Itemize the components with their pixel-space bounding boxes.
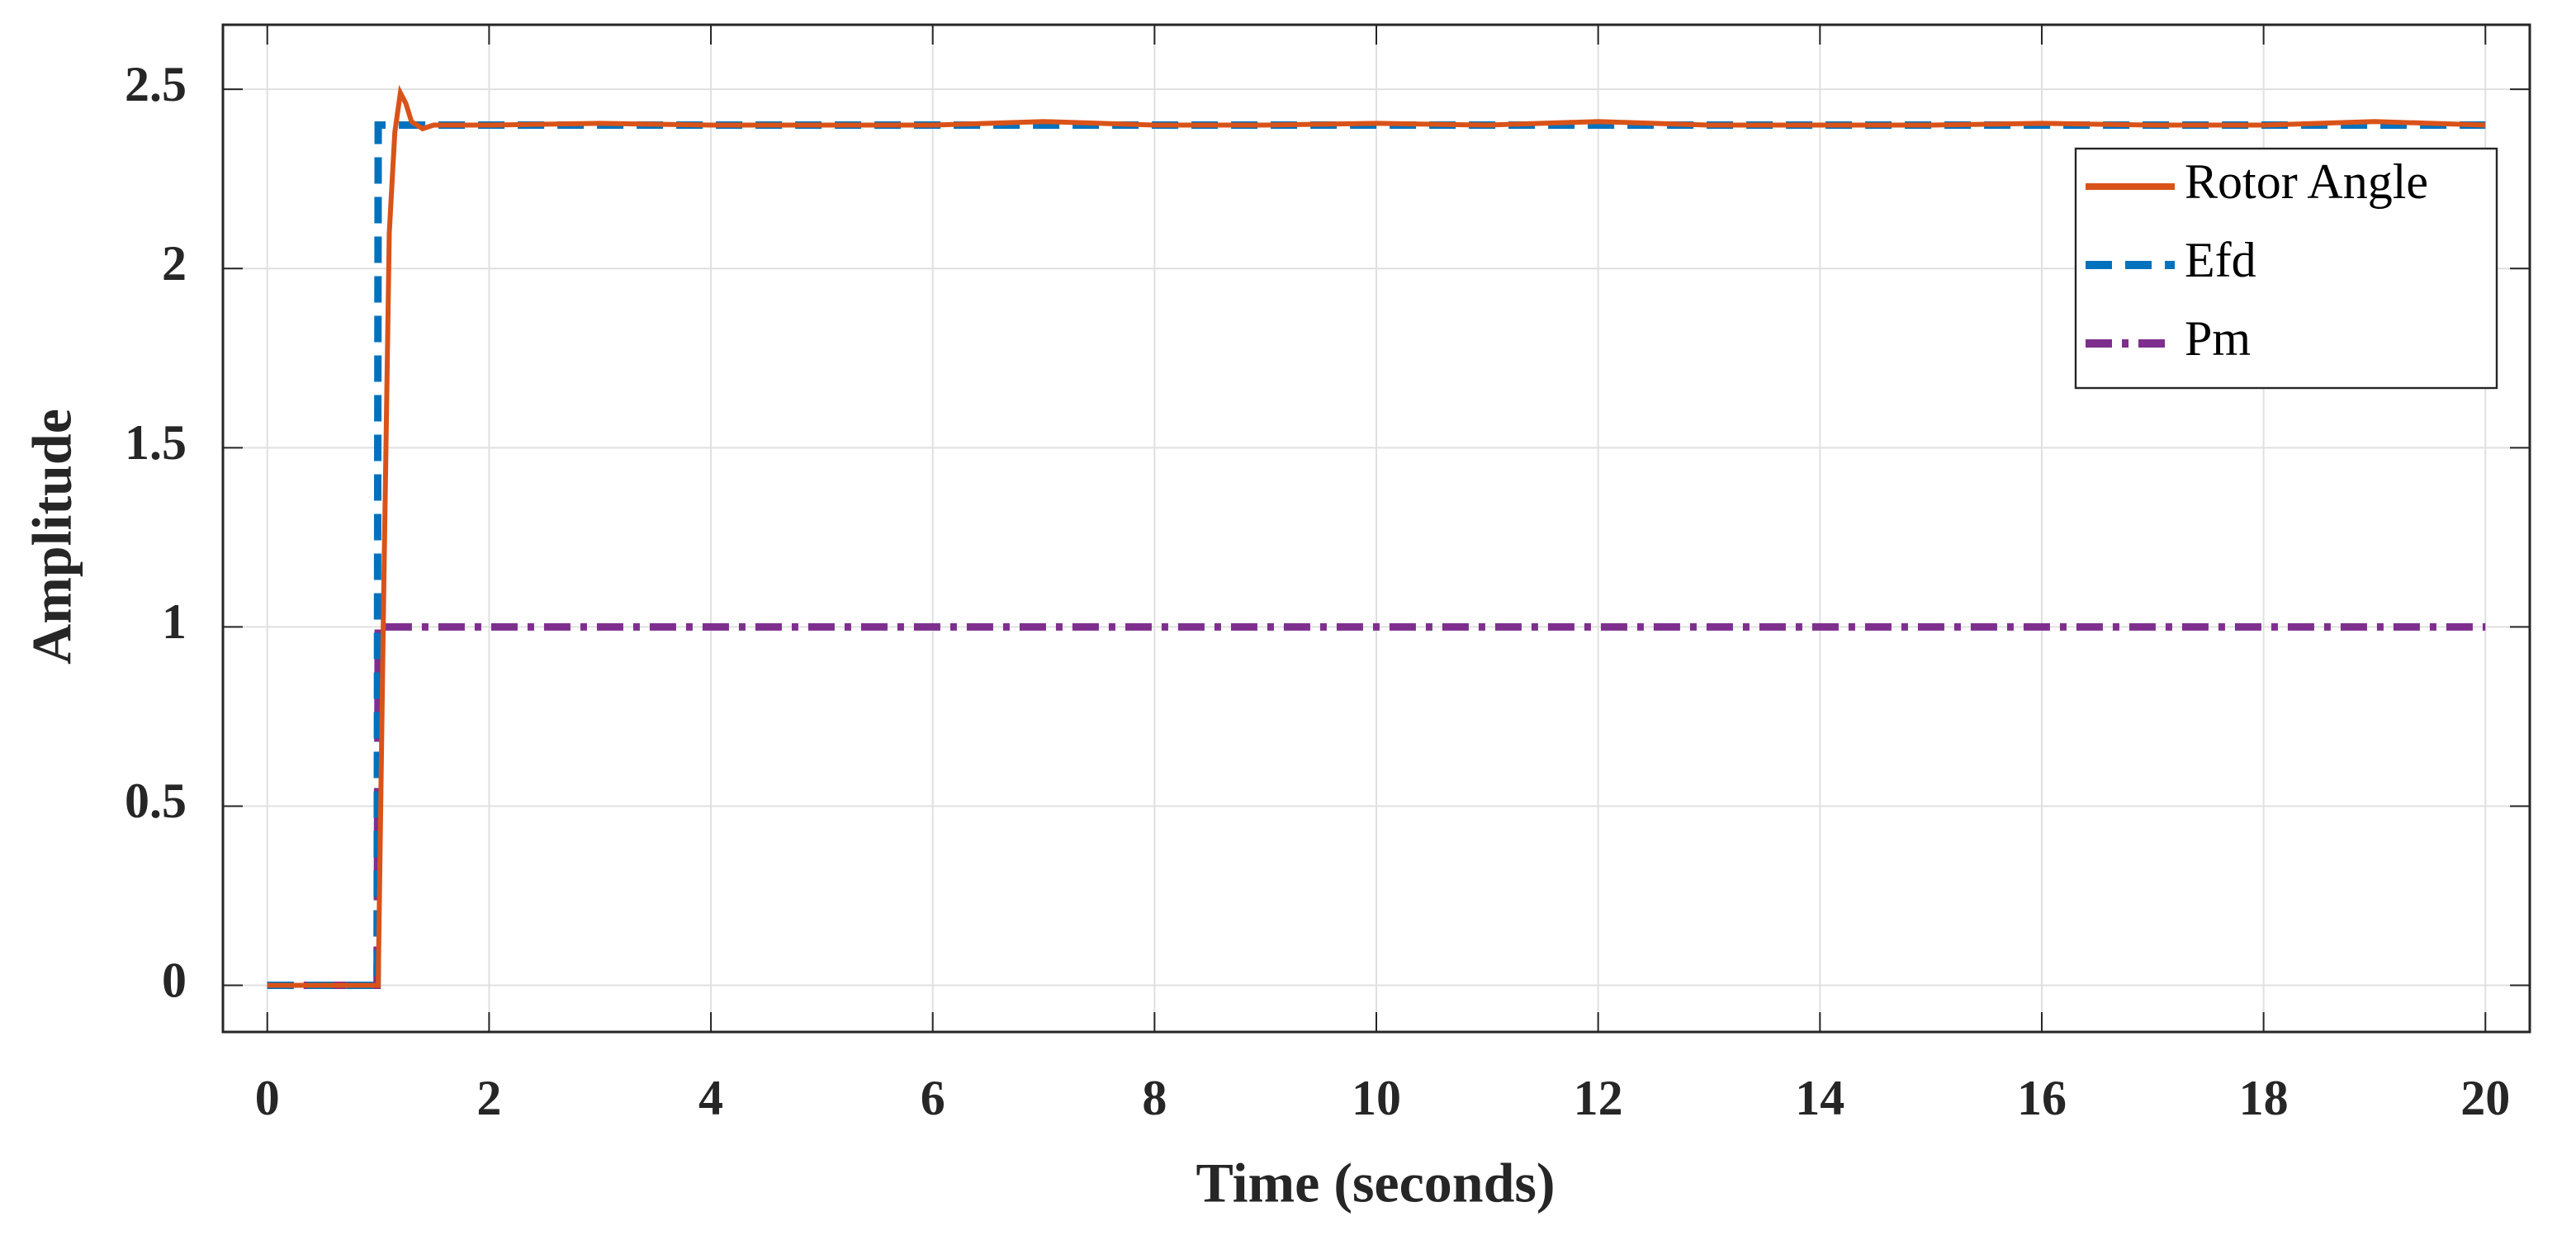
x-tick-label: 16 (2017, 1071, 2067, 1125)
y-tick-label: 1.5 (125, 415, 187, 470)
y-tick-label: 1 (162, 594, 187, 649)
legend-label: Efd (2185, 233, 2256, 287)
legend: Rotor Angle Efd Pm (2074, 147, 2498, 390)
x-axis-label: Time (seconds) (1196, 1152, 1555, 1214)
y-tick-label: 2 (162, 236, 187, 291)
x-tick-label: 6 (921, 1071, 945, 1125)
x-tick-label: 20 (2460, 1071, 2510, 1125)
legend-label: Pm (2185, 311, 2251, 366)
y-tick-label: 0 (162, 953, 187, 1007)
legend-label: Rotor Angle (2185, 154, 2428, 209)
plot-frame (221, 23, 2531, 1034)
y-tick-label: 0.5 (125, 774, 187, 828)
x-tick-label: 14 (1795, 1071, 1844, 1125)
x-tick-label: 0 (255, 1071, 280, 1125)
x-tick-label: 2 (476, 1071, 501, 1125)
x-tick-label: 18 (2239, 1071, 2289, 1125)
x-tick-label: 10 (1352, 1071, 1401, 1125)
series-line (267, 84, 2486, 988)
y-axis-label: Amplitude (21, 409, 83, 665)
x-tick-label: 12 (1574, 1071, 1623, 1125)
x-tick-label: 4 (698, 1071, 723, 1125)
series-line (267, 622, 2486, 990)
y-tick-label: 2.5 (125, 57, 187, 111)
x-tick-label: 8 (1142, 1071, 1167, 1125)
